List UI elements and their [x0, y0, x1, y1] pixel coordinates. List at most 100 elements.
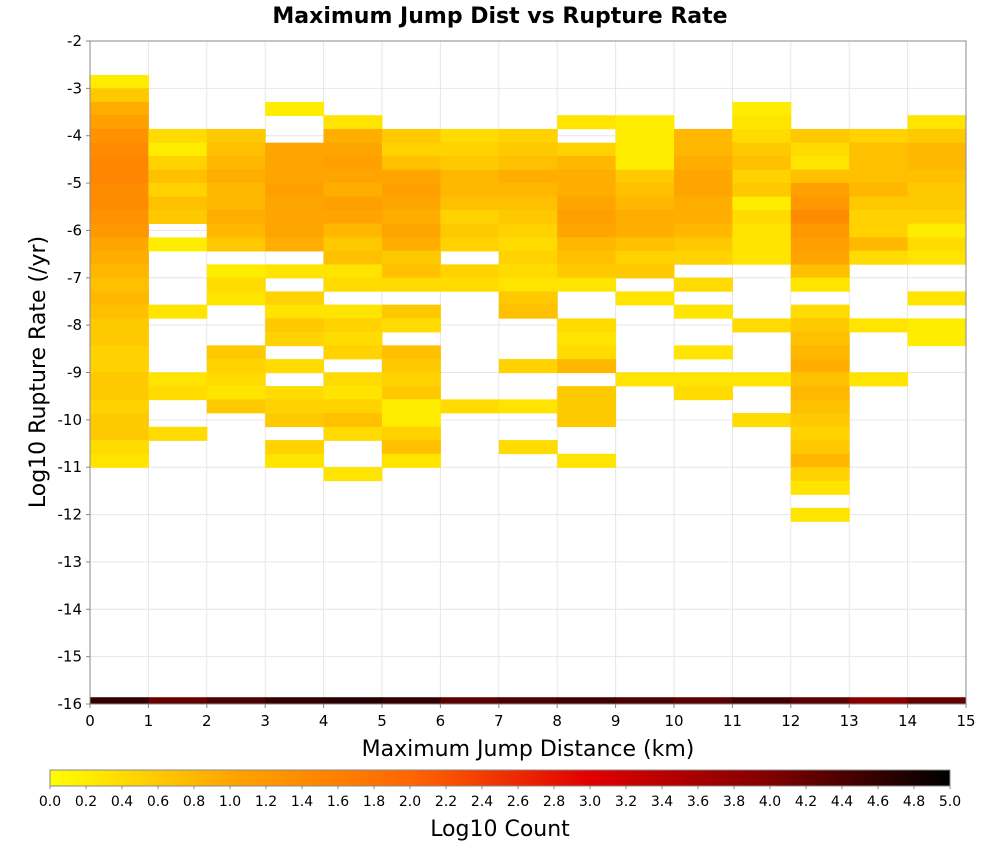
heatmap-cell — [440, 277, 500, 292]
heatmap-cell — [557, 697, 617, 704]
heatmap-cell — [849, 142, 909, 157]
heatmap-cell — [323, 142, 383, 157]
x-tick-label: 4 — [319, 712, 329, 730]
heatmap-cell — [265, 264, 325, 279]
heatmap-cell — [323, 467, 383, 482]
heatmap-cell — [849, 223, 909, 238]
colorbar-tick-label: 2.0 — [399, 794, 421, 810]
heatmap-cell — [790, 426, 850, 441]
colorbar-tick-label: 2.4 — [471, 794, 493, 810]
x-tick-label: 8 — [552, 712, 562, 730]
heatmap-cell — [206, 128, 266, 143]
heatmap-cell — [615, 223, 675, 238]
heatmap-cell — [557, 277, 617, 292]
colorbar-tick-label: 0.6 — [147, 794, 169, 810]
heatmap-cell — [90, 264, 149, 279]
heatmap-cell — [557, 155, 617, 170]
heatmap-cell — [732, 372, 792, 387]
heatmap-cell — [323, 277, 383, 292]
heatmap-cell — [382, 386, 441, 401]
heatmap-cell — [440, 128, 500, 143]
heatmap-cell — [498, 399, 558, 414]
y-tick-label: -14 — [58, 600, 83, 618]
heatmap-cell — [323, 413, 383, 428]
heatmap-cell — [674, 277, 733, 292]
heatmap-cell — [498, 196, 558, 211]
heatmap-cell — [206, 345, 266, 360]
heatmap-cell — [790, 142, 850, 157]
heatmap-cell — [557, 318, 617, 333]
colorbar-tick-label: 2.8 — [543, 794, 565, 810]
chart-title: Maximum Jump Dist vs Rupture Rate — [272, 4, 727, 29]
heatmap-cell — [323, 196, 383, 211]
x-tick-label: 9 — [611, 712, 621, 730]
heatmap-cell — [557, 182, 617, 197]
heatmap-cell — [265, 386, 325, 401]
heatmap-cell — [615, 142, 675, 157]
heatmap-cell — [206, 372, 266, 387]
x-axis-ticks: 0 1 2 3 4 5 6 7 8 9 10 11 12 13 14 15 — [85, 704, 976, 730]
heatmap-cell — [907, 115, 967, 130]
heatmap-cell — [790, 372, 850, 387]
heatmap-cell — [849, 372, 909, 387]
heatmap-cell — [849, 250, 909, 265]
heatmap-cell — [849, 318, 909, 333]
y-tick-label: -12 — [58, 506, 83, 524]
heatmap-cell — [323, 332, 383, 347]
colorbar-tick-label: 4.0 — [759, 794, 781, 810]
heatmap-cell — [674, 209, 733, 224]
heatmap-cell — [790, 223, 850, 238]
heatmap-cell — [90, 291, 149, 306]
heatmap-cell — [732, 115, 792, 130]
heatmap-cell — [323, 155, 383, 170]
heatmap-cell — [90, 318, 149, 333]
heatmap-cell — [265, 169, 325, 184]
x-tick-label: 15 — [956, 712, 975, 730]
heatmap-cell — [148, 142, 208, 157]
heatmap-cell — [674, 304, 733, 319]
heatmap-cell — [148, 426, 208, 441]
heatmap-cell — [732, 182, 792, 197]
heatmap-cell — [206, 182, 266, 197]
heatmap-cell — [206, 196, 266, 211]
colorbar-ticks: 0.0 0.2 0.4 0.6 0.8 1.0 1.2 1.4 1.6 1.8 2.0 2.2 2.4 2… — [39, 786, 961, 810]
y-tick-label: -2 — [67, 32, 82, 50]
heatmap-cell — [265, 209, 325, 224]
heatmap-cell — [907, 291, 967, 306]
heatmap-cell — [206, 155, 266, 170]
heatmap-cell — [323, 264, 383, 279]
heatmap-cell — [907, 250, 967, 265]
colorbar-tick-label: 4.2 — [795, 794, 817, 810]
heatmap-cell — [265, 182, 325, 197]
heatmap-cell — [907, 332, 967, 347]
heatmap-cell — [323, 345, 383, 360]
x-tick-label: 13 — [840, 712, 859, 730]
heatmap-cell — [615, 209, 675, 224]
heatmap-cell — [206, 264, 266, 279]
heatmap-cell — [265, 399, 325, 414]
heatmap-cell — [206, 359, 266, 374]
heatmap-cell — [498, 169, 558, 184]
heatmap-cell — [790, 318, 850, 333]
heatmap-cell — [849, 128, 909, 143]
heatmap-cell — [382, 304, 441, 319]
heatmap-cell — [206, 697, 266, 704]
heatmap-cell — [615, 291, 675, 306]
heatmap-cell — [498, 155, 558, 170]
heatmap-cell — [615, 196, 675, 211]
heatmap-cell — [557, 345, 617, 360]
x-tick-label: 11 — [723, 712, 742, 730]
heatmap-cell — [732, 413, 792, 428]
heatmap-cell — [206, 291, 266, 306]
heatmap-cell — [907, 182, 967, 197]
heatmap-cell — [148, 155, 208, 170]
heatmap-cell — [323, 399, 383, 414]
x-tick-label: 10 — [664, 712, 683, 730]
heatmap-cell — [323, 426, 383, 441]
heatmap-cell — [615, 372, 675, 387]
colorbar-tick-label: 2.2 — [435, 794, 457, 810]
heatmap-cell — [790, 332, 850, 347]
heatmap-cell — [382, 169, 441, 184]
colorbar-tick-label: 0.0 — [39, 794, 61, 810]
heatmap-cell — [382, 372, 441, 387]
